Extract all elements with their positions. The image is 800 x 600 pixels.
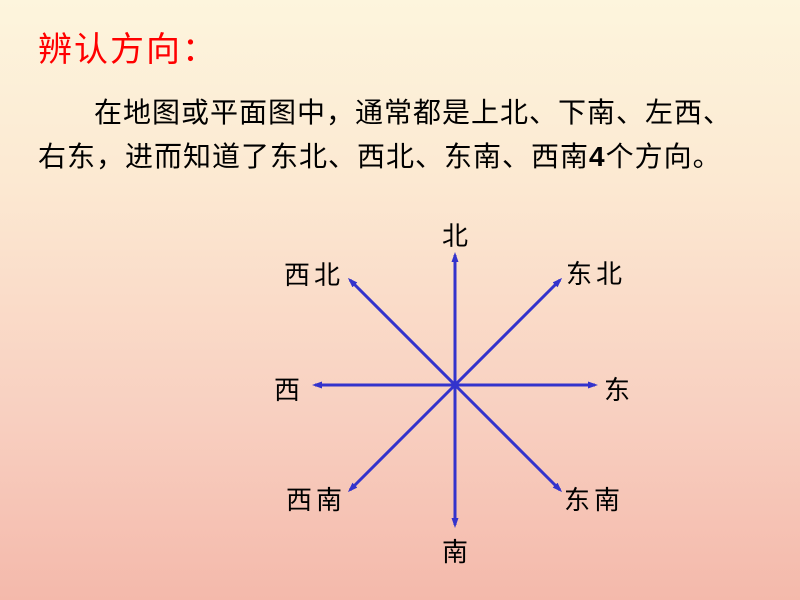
compass-diagram: 北南东西东北西北东南西南 — [200, 200, 620, 600]
arrow-northeast — [455, 280, 560, 385]
body-paragraph: 在地图或平面图中，通常都是上北、下南、左西、右东，进而知道了东北、西北、东南、西… — [38, 92, 758, 180]
page-title: 辨认方向： — [38, 22, 218, 71]
compass-arrows-svg — [200, 200, 620, 600]
paragraph-text-2: 个方向。 — [606, 142, 722, 173]
direction-label-southeast: 东南 — [564, 480, 624, 517]
direction-label-south: 南 — [442, 532, 472, 569]
arrow-northwest — [350, 280, 455, 385]
direction-label-northeast: 东北 — [566, 254, 626, 291]
direction-label-north: 北 — [442, 216, 472, 253]
paragraph-bold-number: 4 — [589, 141, 606, 172]
direction-label-west: 西 — [274, 370, 304, 407]
direction-label-southwest: 西南 — [286, 480, 346, 517]
direction-label-northwest: 西北 — [284, 255, 344, 292]
direction-label-east: 东 — [604, 370, 634, 407]
arrow-southeast — [455, 385, 560, 490]
arrow-southwest — [350, 385, 455, 490]
